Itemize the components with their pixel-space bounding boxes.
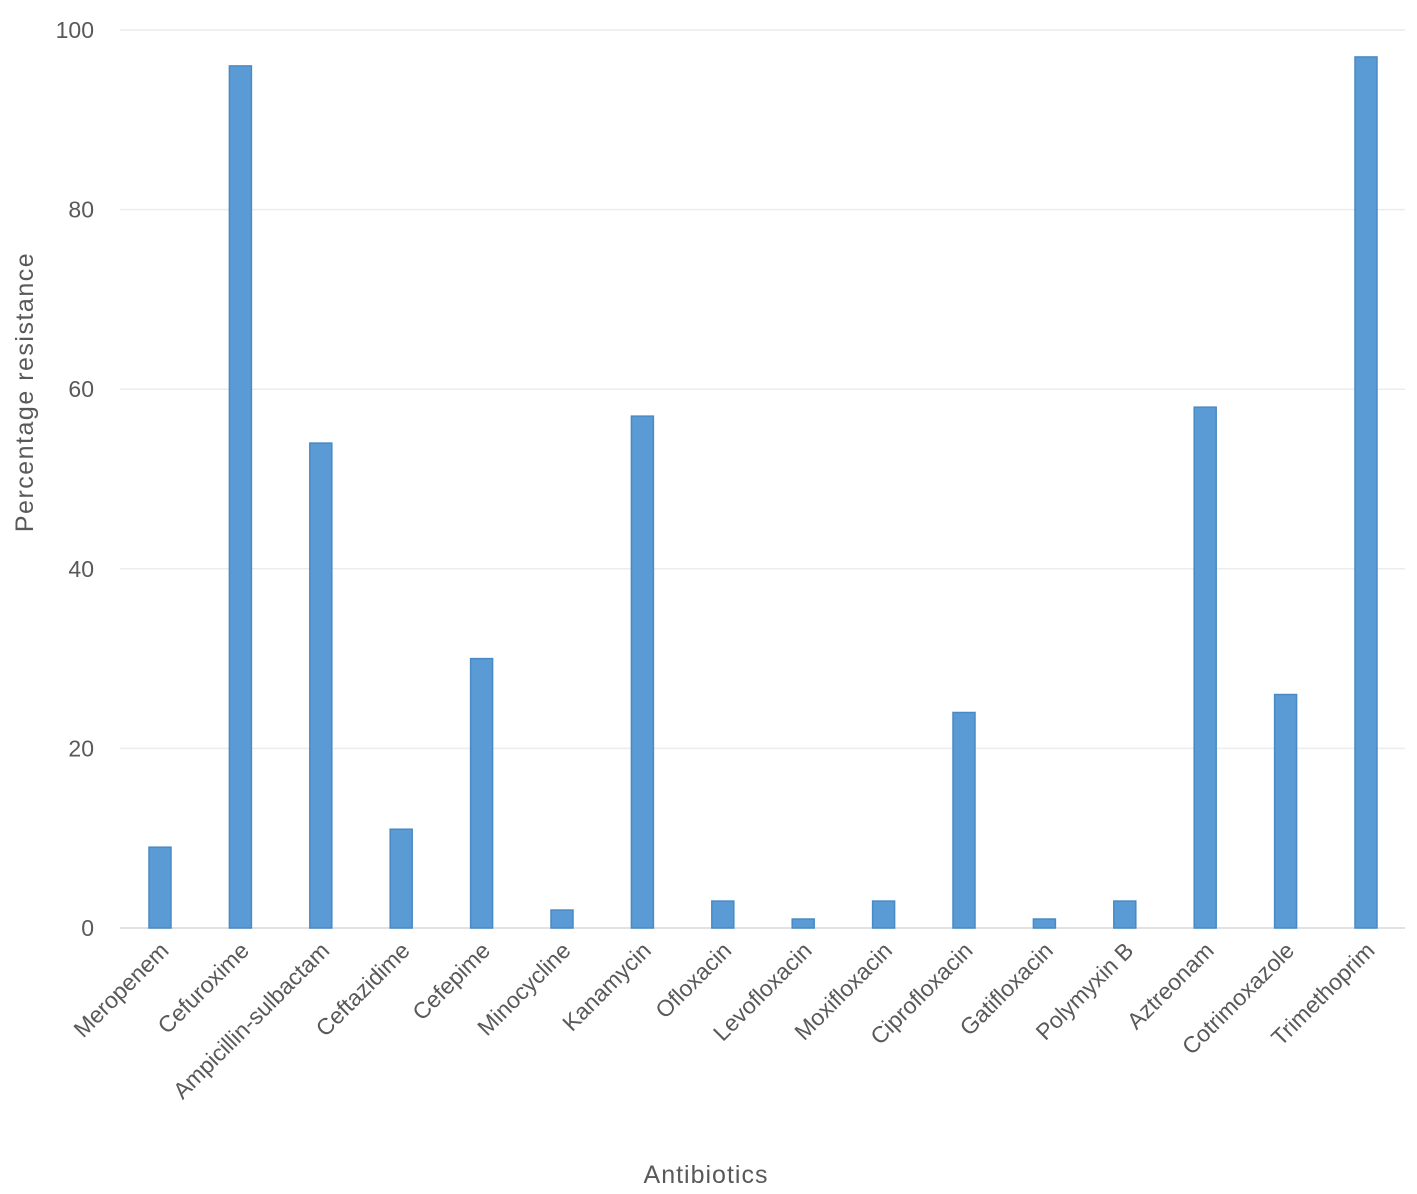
y-tick-label: 60: [68, 376, 94, 402]
bar: [1354, 56, 1378, 929]
bar: [630, 415, 655, 929]
bar: [389, 828, 413, 929]
y-tick-label: 40: [68, 556, 94, 582]
bar: [309, 442, 333, 929]
bar: [1193, 406, 1217, 929]
bar: [148, 846, 172, 929]
bar: [1032, 918, 1057, 929]
bar: [952, 711, 976, 929]
y-tick-label: 0: [81, 915, 94, 941]
bar: [469, 657, 494, 929]
bar: [550, 909, 574, 929]
bars: [148, 56, 1378, 929]
y-tick-label: 100: [56, 17, 94, 43]
y-axis-title: Percentage resistance: [11, 252, 39, 532]
bar: [1273, 693, 1298, 929]
x-axis-title: Antibiotics: [644, 1161, 769, 1189]
y-axis-ticks: 0 20 40 60 80 100: [56, 17, 94, 941]
bar: [1113, 900, 1137, 929]
bar: [871, 900, 896, 929]
y-tick-label: 20: [68, 735, 94, 761]
y-tick-label: 80: [68, 197, 94, 223]
bar: [711, 900, 735, 929]
gridlines: [120, 29, 1405, 929]
bar: [228, 65, 253, 929]
x-tick-label: Ampicillin-sulbactam: [168, 937, 335, 1104]
x-axis-ticks: MeropenemCefuroximeAmpicillin-sulbactamC…: [68, 937, 1379, 1104]
bar: [791, 918, 815, 929]
x-tick-label: Ofloxacin: [650, 937, 736, 1023]
